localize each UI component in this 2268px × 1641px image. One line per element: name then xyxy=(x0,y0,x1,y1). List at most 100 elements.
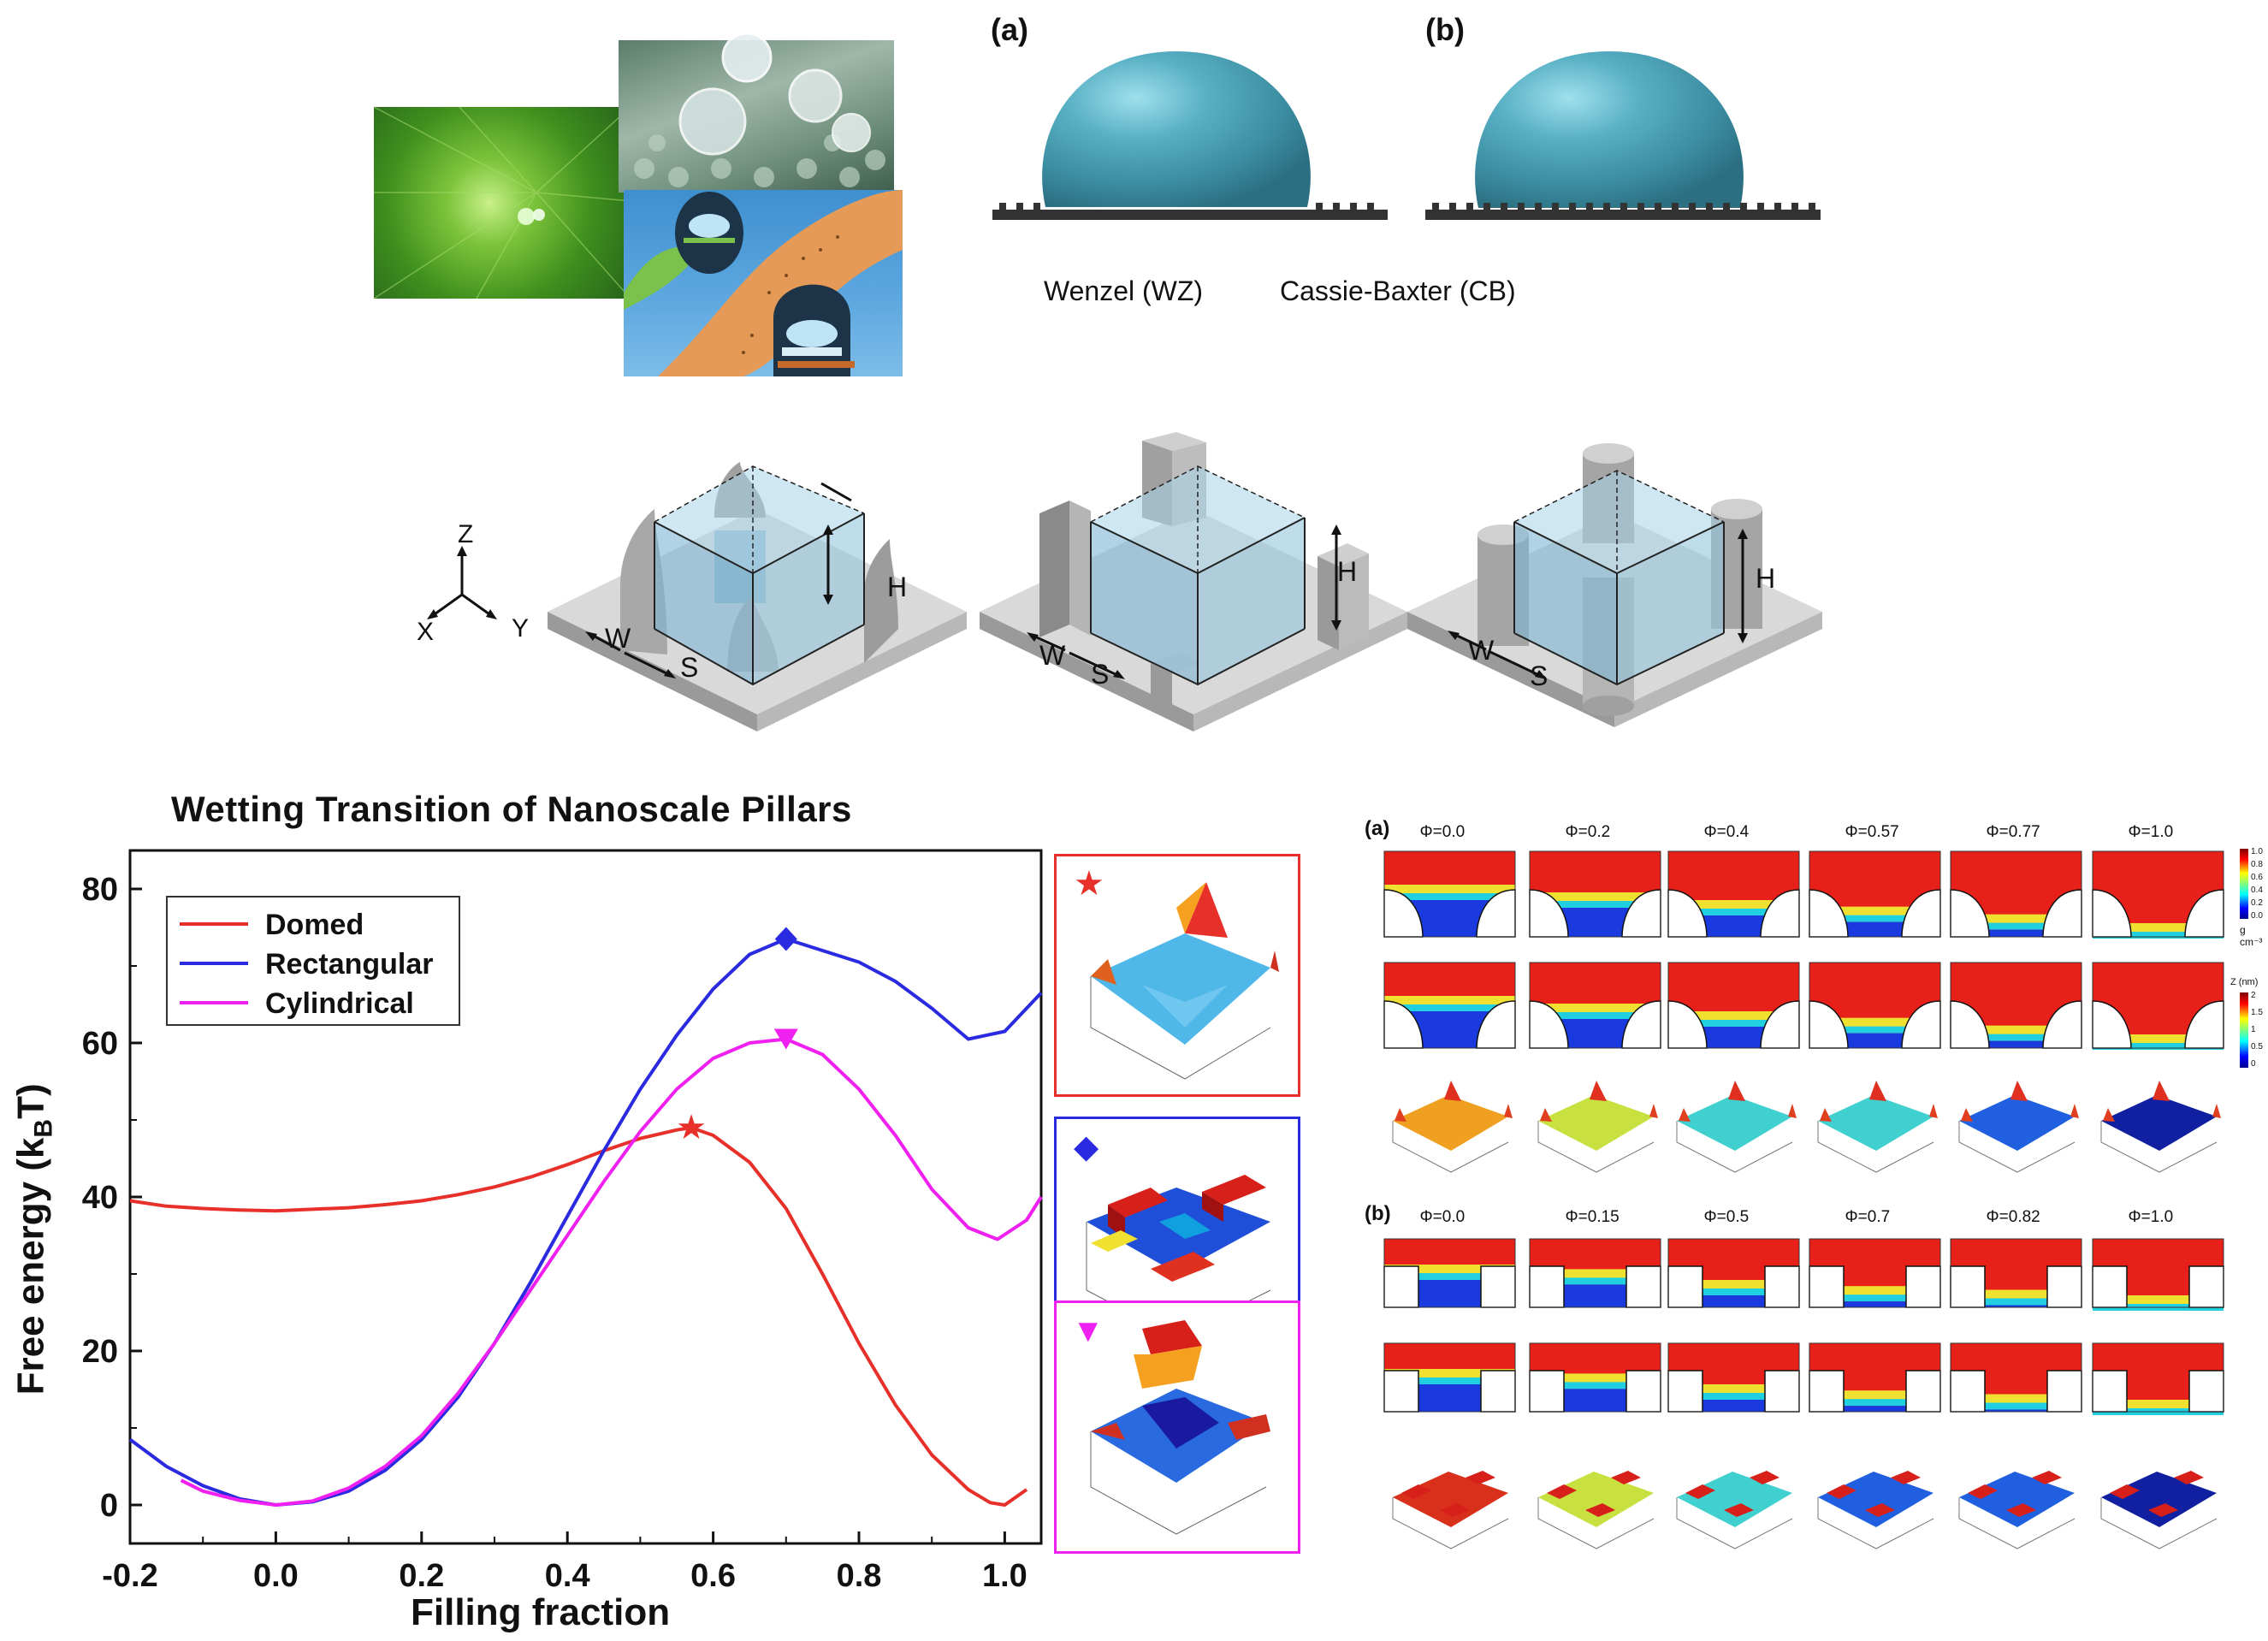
density-slice xyxy=(1809,850,1941,938)
dim-w-cylindrical: W xyxy=(1468,635,1495,666)
legend-label-cylindrical: Cylindrical xyxy=(265,987,414,1020)
dim-h-cylindrical: H xyxy=(1756,563,1776,594)
density-slice xyxy=(2092,1342,2224,1415)
colorbar-height xyxy=(2240,992,2248,1068)
y-tick-label: 40 xyxy=(82,1180,118,1216)
substrate-teeth-wenzel xyxy=(999,203,1374,210)
colorbar-rho-tick: 0.2 xyxy=(2251,898,2263,908)
phi-label: Φ=0.4 xyxy=(1703,823,1750,841)
density-slice xyxy=(1809,962,1941,1049)
density-surface-3d xyxy=(1958,1081,2079,1173)
x-tick-label: 0.2 xyxy=(399,1558,444,1594)
axis-z-label: Z xyxy=(458,520,474,548)
density-slice xyxy=(1667,962,1800,1049)
phi-label: Φ=0.2 xyxy=(1565,823,1611,841)
colorbar-z-tick: 1.5 xyxy=(2251,1008,2263,1017)
axes-triad xyxy=(427,546,497,619)
marker-cylindrical xyxy=(773,1028,798,1050)
x-tick-label: -0.2 xyxy=(102,1558,157,1594)
x-tick-label: 0.4 xyxy=(545,1558,590,1594)
lotus-leaf-photo xyxy=(373,106,631,299)
x-tick-label: 1.0 xyxy=(982,1558,1027,1594)
triangle-down-marker-icon: ▼ xyxy=(1072,1313,1104,1349)
density-slice xyxy=(1529,1342,1661,1413)
phi-label: Φ=0.0 xyxy=(1419,1208,1466,1226)
density-slice xyxy=(2092,962,2224,1050)
x-tick-label: 0.0 xyxy=(253,1558,299,1594)
leaf-surface-schematic xyxy=(624,190,903,376)
density-surface-3d xyxy=(1537,1081,1658,1173)
y-tick-label: 60 xyxy=(82,1026,118,1062)
density-slice xyxy=(1383,962,1516,1049)
density-slice xyxy=(1667,850,1800,938)
density-slice xyxy=(1529,962,1661,1049)
phi-label: Φ=0.0 xyxy=(1419,823,1466,841)
legend-label-domed: Domed xyxy=(265,909,364,941)
phi-label: Φ=0.77 xyxy=(1986,823,2040,841)
axis-y-label: Y xyxy=(512,614,530,643)
right-panel-a-label: (a) xyxy=(1365,817,1390,840)
right-panel-b-label: (b) xyxy=(1365,1202,1391,1225)
series-line-domed xyxy=(129,1126,1028,1507)
dim-s-domed: S xyxy=(680,652,699,683)
colorbar-z-title: Z (nm) xyxy=(2230,977,2259,987)
density-surface-3d xyxy=(1537,1471,1655,1549)
cylindrical-pillar-schematic xyxy=(1407,443,1822,727)
diamond-marker-icon: ◆ xyxy=(1074,1129,1099,1165)
density-slice xyxy=(1950,850,2082,938)
series-line-cylindrical xyxy=(180,1037,1043,1507)
phi-label: Φ=0.57 xyxy=(1845,823,1899,841)
colorbar-rho-tick: 1.0 xyxy=(2251,847,2263,856)
density-surface-3d xyxy=(1817,1081,1938,1173)
caption-wenzel: Wenzel (WZ) xyxy=(1044,275,1204,306)
colorbar-z-tick: 2 xyxy=(2251,991,2256,1000)
droplet-cassie xyxy=(1475,51,1744,208)
star-marker-icon: ★ xyxy=(1074,865,1104,903)
density-surface-3d xyxy=(1392,1471,1509,1549)
colorbar-density xyxy=(2240,849,2248,919)
density-surface-3d xyxy=(1676,1081,1797,1173)
density-slice xyxy=(1667,1238,1800,1308)
y-tick-label: 20 xyxy=(82,1334,118,1370)
inset-cylindrical: ▼ xyxy=(1054,1300,1300,1554)
colorbar-rho-tick: 0.8 xyxy=(2251,860,2263,869)
density-slice xyxy=(2092,850,2224,939)
marker-domed: ★ xyxy=(676,1109,707,1146)
caption-cassie-baxter: Cassie-Baxter (CB) xyxy=(1280,275,1516,306)
colorbar-z-tick: 0.5 xyxy=(2251,1042,2263,1052)
density-slice xyxy=(1383,1238,1516,1308)
wetting-states-illustration xyxy=(992,51,1821,220)
domed-pillar-schematic xyxy=(548,462,967,732)
panel-b-label: (b) xyxy=(1425,12,1465,47)
dim-h-domed: H xyxy=(887,572,908,602)
dim-s-rectangular: S xyxy=(1091,659,1110,690)
droplets-on-leaf-photo xyxy=(619,32,894,193)
x-tick-label: 0.8 xyxy=(837,1558,882,1594)
density-slice xyxy=(1383,850,1516,938)
dim-w-domed: W xyxy=(605,623,631,654)
panel-a-label: (a) xyxy=(991,12,1028,47)
phi-label: Φ=1.0 xyxy=(2128,1208,2174,1226)
density-slice xyxy=(1809,1238,1941,1308)
density-surface-3d xyxy=(1676,1471,1793,1549)
colorbar-z-tick: 0 xyxy=(2251,1059,2256,1069)
dim-w-rectangular: W xyxy=(1039,640,1066,671)
chart-title: Wetting Transition of Nanoscale Pillars xyxy=(171,789,852,829)
density-slice xyxy=(1950,1238,2082,1308)
density-surface-3d xyxy=(1392,1081,1513,1173)
rectangular-pillar-schematic xyxy=(980,432,1407,732)
leaf-icon xyxy=(624,246,701,310)
density-slice xyxy=(1529,850,1661,938)
phi-label: Φ=0.5 xyxy=(1703,1208,1750,1226)
phi-labels-b: Φ=0.0 Φ=0.15 Φ=0.5 Φ=0.7 Φ=0.82 Φ=1.0 xyxy=(1373,1208,2229,1234)
density-slice xyxy=(1383,1342,1516,1413)
density-surface-3d xyxy=(2100,1081,2221,1173)
axis-x-label: X xyxy=(417,618,435,646)
dim-s-cylindrical: S xyxy=(1530,661,1549,691)
inset-domed: ★ xyxy=(1054,854,1300,1097)
colorbar-rho-tick: 0.6 xyxy=(2251,873,2263,882)
phi-labels-a: Φ=0.0 Φ=0.2 Φ=0.4 Φ=0.57 Φ=0.77 Φ=1.0 xyxy=(1373,823,2229,849)
colorbar-z-tick: 1 xyxy=(2251,1025,2256,1034)
